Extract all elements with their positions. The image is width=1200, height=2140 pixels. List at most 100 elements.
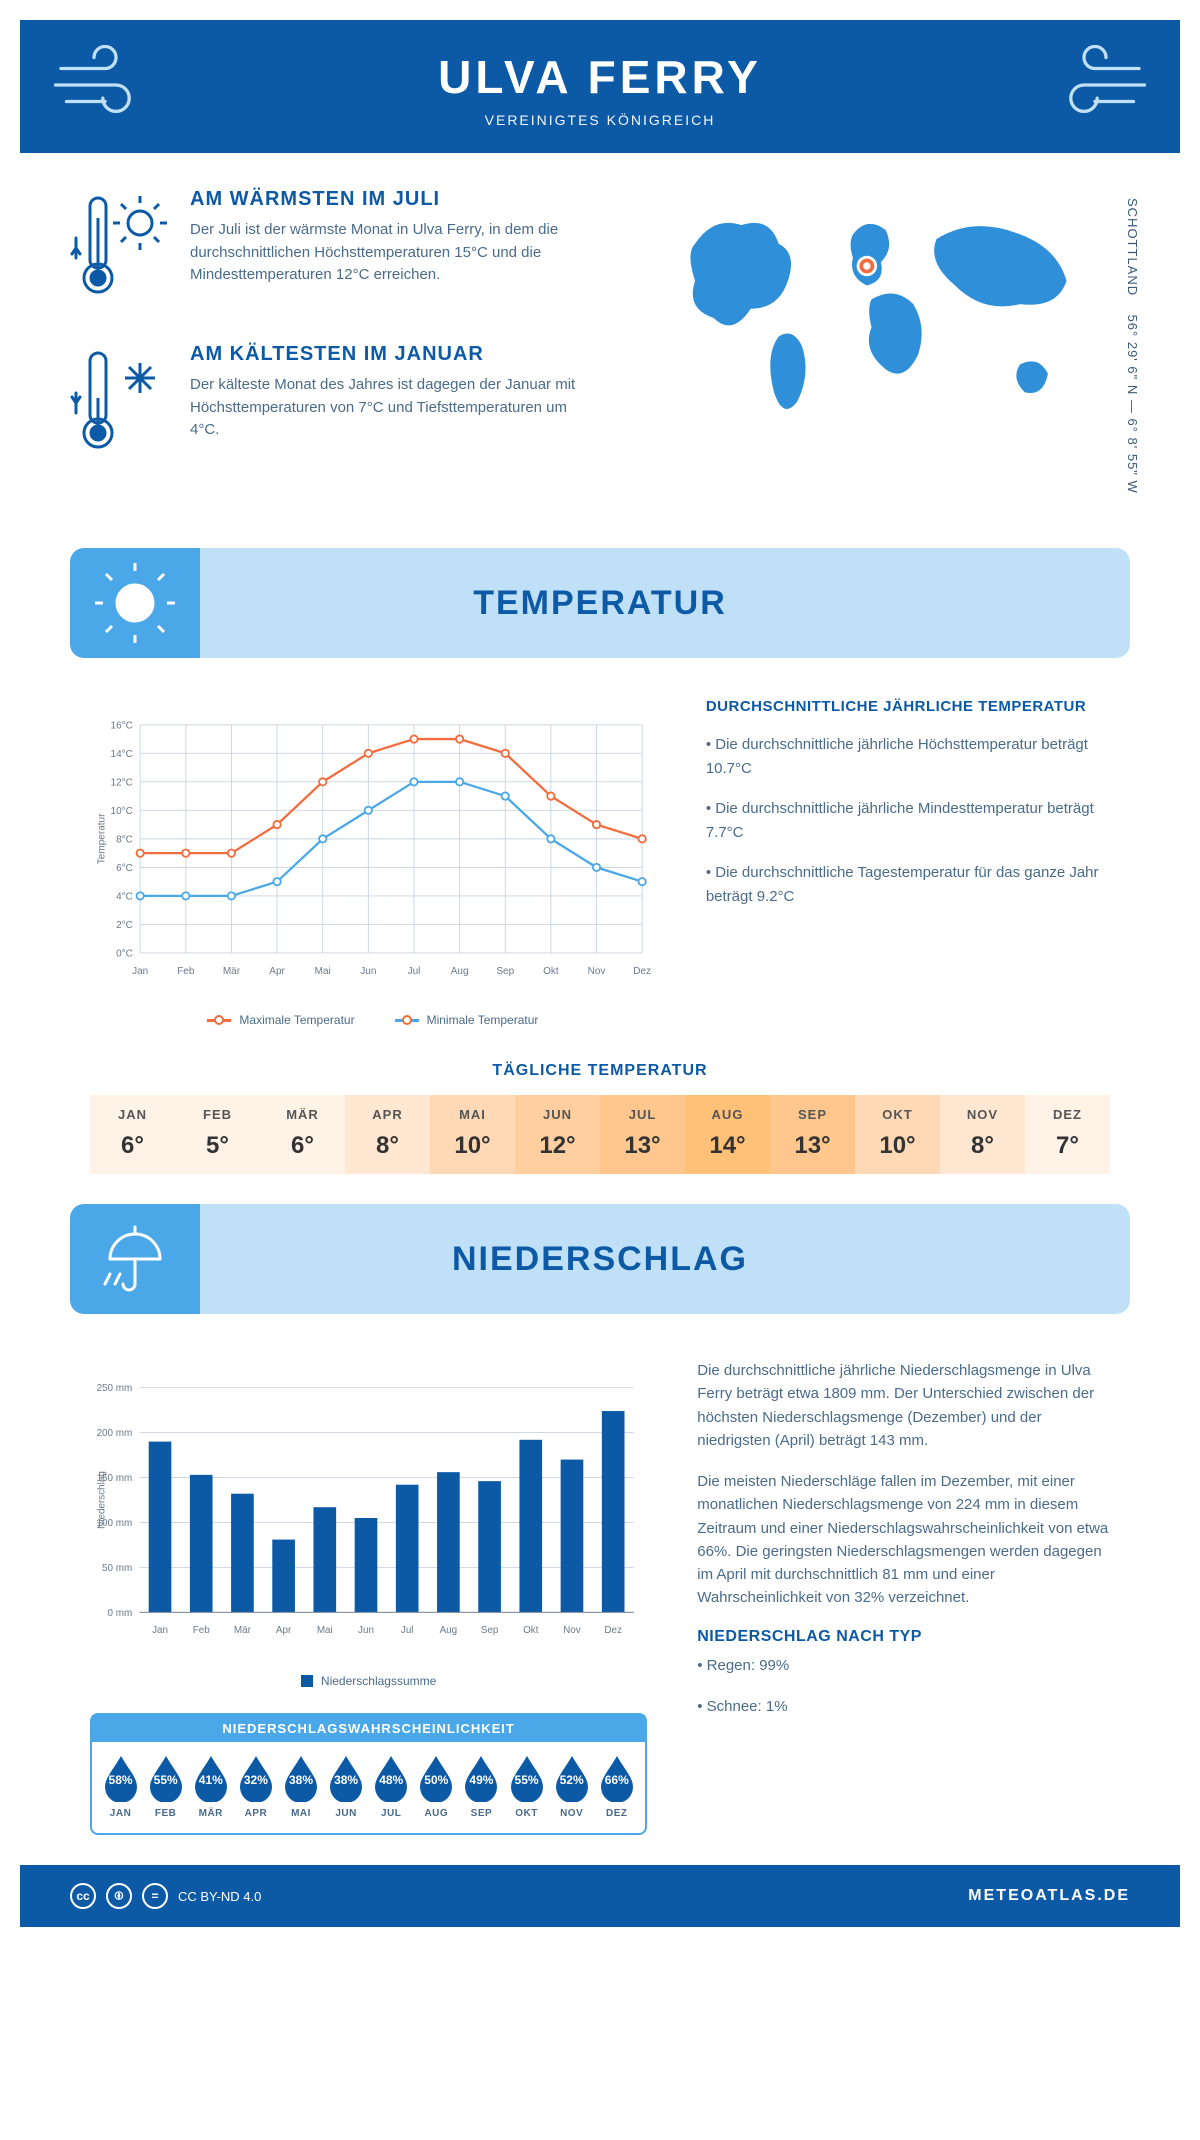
svg-text:200 mm: 200 mm bbox=[97, 1428, 133, 1439]
raindrop-icon: 55% bbox=[507, 1754, 547, 1802]
nd-icon: = bbox=[142, 1883, 168, 1909]
svg-text:Jan: Jan bbox=[152, 1625, 168, 1636]
svg-text:8°C: 8°C bbox=[116, 835, 133, 846]
raindrop-icon: 50% bbox=[416, 1754, 456, 1802]
raindrop-icon: 58% bbox=[101, 1754, 141, 1802]
daily-temp-cell: OKT10° bbox=[855, 1095, 940, 1174]
intro-section: AM WÄRMSTEN IM JULI Der Juli ist der wär… bbox=[20, 153, 1180, 528]
svg-text:10°C: 10°C bbox=[111, 806, 133, 817]
precip-paragraph: Die durchschnittliche jährliche Niedersc… bbox=[697, 1359, 1110, 1452]
daily-temp-cell: SEP13° bbox=[770, 1095, 855, 1174]
svg-text:Aug: Aug bbox=[440, 1625, 458, 1636]
coldest-text: Der kälteste Monat des Jahres ist dagege… bbox=[190, 374, 592, 442]
raindrop-icon: 52% bbox=[552, 1754, 592, 1802]
location-marker bbox=[857, 256, 877, 276]
svg-text:Temperatur: Temperatur bbox=[97, 813, 108, 864]
probability-cell: 50%AUG bbox=[414, 1754, 459, 1819]
daily-temp-cell: JUL13° bbox=[600, 1095, 685, 1174]
svg-text:Nov: Nov bbox=[563, 1625, 581, 1636]
svg-text:14°C: 14°C bbox=[111, 749, 133, 760]
warmest-fact: AM WÄRMSTEN IM JULI Der Juli ist der wär… bbox=[70, 188, 592, 313]
daily-temp-cell: NOV8° bbox=[940, 1095, 1025, 1174]
raindrop-icon: 41% bbox=[191, 1754, 231, 1802]
raindrop-icon: 38% bbox=[326, 1754, 366, 1802]
svg-text:0 mm: 0 mm bbox=[108, 1608, 133, 1619]
temp-bullet: • Die durchschnittliche jährliche Mindes… bbox=[706, 797, 1110, 845]
svg-text:16°C: 16°C bbox=[111, 720, 133, 731]
daily-temp-heatmap: JAN6°FEB5°MÄR6°APR8°MAI10°JUN12°JUL13°AU… bbox=[90, 1095, 1110, 1174]
daily-temp-cell: DEZ7° bbox=[1025, 1095, 1110, 1174]
svg-text:Aug: Aug bbox=[451, 966, 469, 977]
by-icon: 🅯 bbox=[106, 1883, 132, 1909]
footer-bar: cc 🅯 = CC BY-ND 4.0 METEOATLAS.DE bbox=[20, 1865, 1180, 1927]
precip-section-title: NIEDERSCHLAG bbox=[452, 1240, 748, 1279]
svg-text:Okt: Okt bbox=[523, 1625, 539, 1636]
temp-chart-legend: .legend-sw:nth-child(1)::after{border-co… bbox=[90, 1013, 656, 1027]
precip-type-bullet: • Regen: 99% bbox=[697, 1654, 1110, 1677]
svg-text:Jun: Jun bbox=[360, 966, 376, 977]
temperature-line-chart: 0°C2°C4°C6°C8°C10°C12°C14°C16°CJanFebMär… bbox=[90, 698, 656, 1027]
svg-text:Mai: Mai bbox=[315, 966, 331, 977]
svg-text:2°C: 2°C bbox=[116, 920, 133, 931]
svg-text:Dez: Dez bbox=[633, 966, 651, 977]
probability-cell: 58%JAN bbox=[98, 1754, 143, 1819]
cc-icon: cc bbox=[70, 1883, 96, 1909]
svg-text:250 mm: 250 mm bbox=[97, 1383, 133, 1394]
precipitation-bar-chart: 0 mm50 mm100 mm150 mm200 mm250 mmJanFebM… bbox=[90, 1359, 647, 1688]
svg-text:Mai: Mai bbox=[317, 1625, 333, 1636]
umbrella-icon bbox=[70, 1204, 200, 1314]
raindrop-icon: 66% bbox=[597, 1754, 637, 1802]
infographic-page: ULVA FERRY VEREINIGTES KÖNIGREICH AM WÄR… bbox=[0, 0, 1200, 1947]
svg-text:Sep: Sep bbox=[496, 966, 514, 977]
daily-temp-cell: AUG14° bbox=[685, 1095, 770, 1174]
svg-text:Apr: Apr bbox=[276, 1625, 292, 1636]
precip-paragraph: Die meisten Niederschläge fallen im Deze… bbox=[697, 1470, 1110, 1610]
svg-text:0°C: 0°C bbox=[116, 949, 133, 960]
svg-text:Feb: Feb bbox=[177, 966, 195, 977]
temp-bullet: • Die durchschnittliche jährliche Höchst… bbox=[706, 733, 1110, 781]
daily-temp-cell: JUN12° bbox=[515, 1095, 600, 1174]
license-text: CC BY-ND 4.0 bbox=[178, 1889, 261, 1904]
probability-cell: 41%MÄR bbox=[188, 1754, 233, 1819]
coldest-title: AM KÄLTESTEN IM JANUAR bbox=[190, 343, 592, 366]
raindrop-icon: 49% bbox=[461, 1754, 501, 1802]
warmest-title: AM WÄRMSTEN IM JULI bbox=[190, 188, 592, 211]
probability-cell: 55%FEB bbox=[143, 1754, 188, 1819]
svg-text:Feb: Feb bbox=[193, 1625, 211, 1636]
svg-text:Jul: Jul bbox=[408, 966, 421, 977]
temp-section-title: TEMPERATUR bbox=[473, 584, 727, 623]
probability-cell: 55%OKT bbox=[504, 1754, 549, 1819]
daily-temp-cell: MAI10° bbox=[430, 1095, 515, 1174]
sun-icon bbox=[70, 548, 200, 658]
temperature-section-header: TEMPERATUR bbox=[70, 548, 1130, 658]
raindrop-icon: 48% bbox=[371, 1754, 411, 1802]
temp-text-heading: DURCHSCHNITTLICHE JÄHRLICHE TEMPERATUR bbox=[706, 698, 1110, 715]
svg-text:Okt: Okt bbox=[543, 966, 559, 977]
precip-chart-legend: Niederschlagssumme bbox=[90, 1674, 647, 1688]
daily-temp-cell: FEB5° bbox=[175, 1095, 260, 1174]
header-banner: ULVA FERRY VEREINIGTES KÖNIGREICH bbox=[20, 20, 1180, 153]
warmest-text: Der Juli ist der wärmste Monat in Ulva F… bbox=[190, 219, 592, 287]
prob-title: NIEDERSCHLAGSWAHRSCHEINLICHKEIT bbox=[92, 1715, 645, 1742]
probability-cell: 32%APR bbox=[233, 1754, 278, 1819]
svg-text:Apr: Apr bbox=[269, 966, 285, 977]
daily-temp-cell: JAN6° bbox=[90, 1095, 175, 1174]
site-name: METEOATLAS.DE bbox=[968, 1887, 1130, 1905]
svg-text:Jun: Jun bbox=[358, 1625, 374, 1636]
svg-text:12°C: 12°C bbox=[111, 777, 133, 788]
probability-cell: 38%JUN bbox=[324, 1754, 369, 1819]
precipitation-section-header: NIEDERSCHLAG bbox=[70, 1204, 1130, 1314]
coldest-fact: AM KÄLTESTEN IM JANUAR Der kälteste Mona… bbox=[70, 343, 592, 468]
raindrop-icon: 55% bbox=[146, 1754, 186, 1802]
svg-text:50 mm: 50 mm bbox=[102, 1563, 132, 1574]
probability-cell: 66%DEZ bbox=[594, 1754, 639, 1819]
precipitation-probability-panel: NIEDERSCHLAGSWAHRSCHEINLICHKEIT 58%JAN 5… bbox=[90, 1713, 647, 1835]
raindrop-icon: 38% bbox=[281, 1754, 321, 1802]
thermometer-snow-icon bbox=[70, 343, 170, 468]
svg-text:6°C: 6°C bbox=[116, 863, 133, 874]
daily-temp-cell: APR8° bbox=[345, 1095, 430, 1174]
svg-text:Niederschlag: Niederschlag bbox=[96, 1471, 107, 1529]
probability-cell: 48%JUL bbox=[369, 1754, 414, 1819]
page-title: ULVA FERRY bbox=[40, 50, 1160, 104]
thermometer-sun-icon bbox=[70, 188, 170, 313]
